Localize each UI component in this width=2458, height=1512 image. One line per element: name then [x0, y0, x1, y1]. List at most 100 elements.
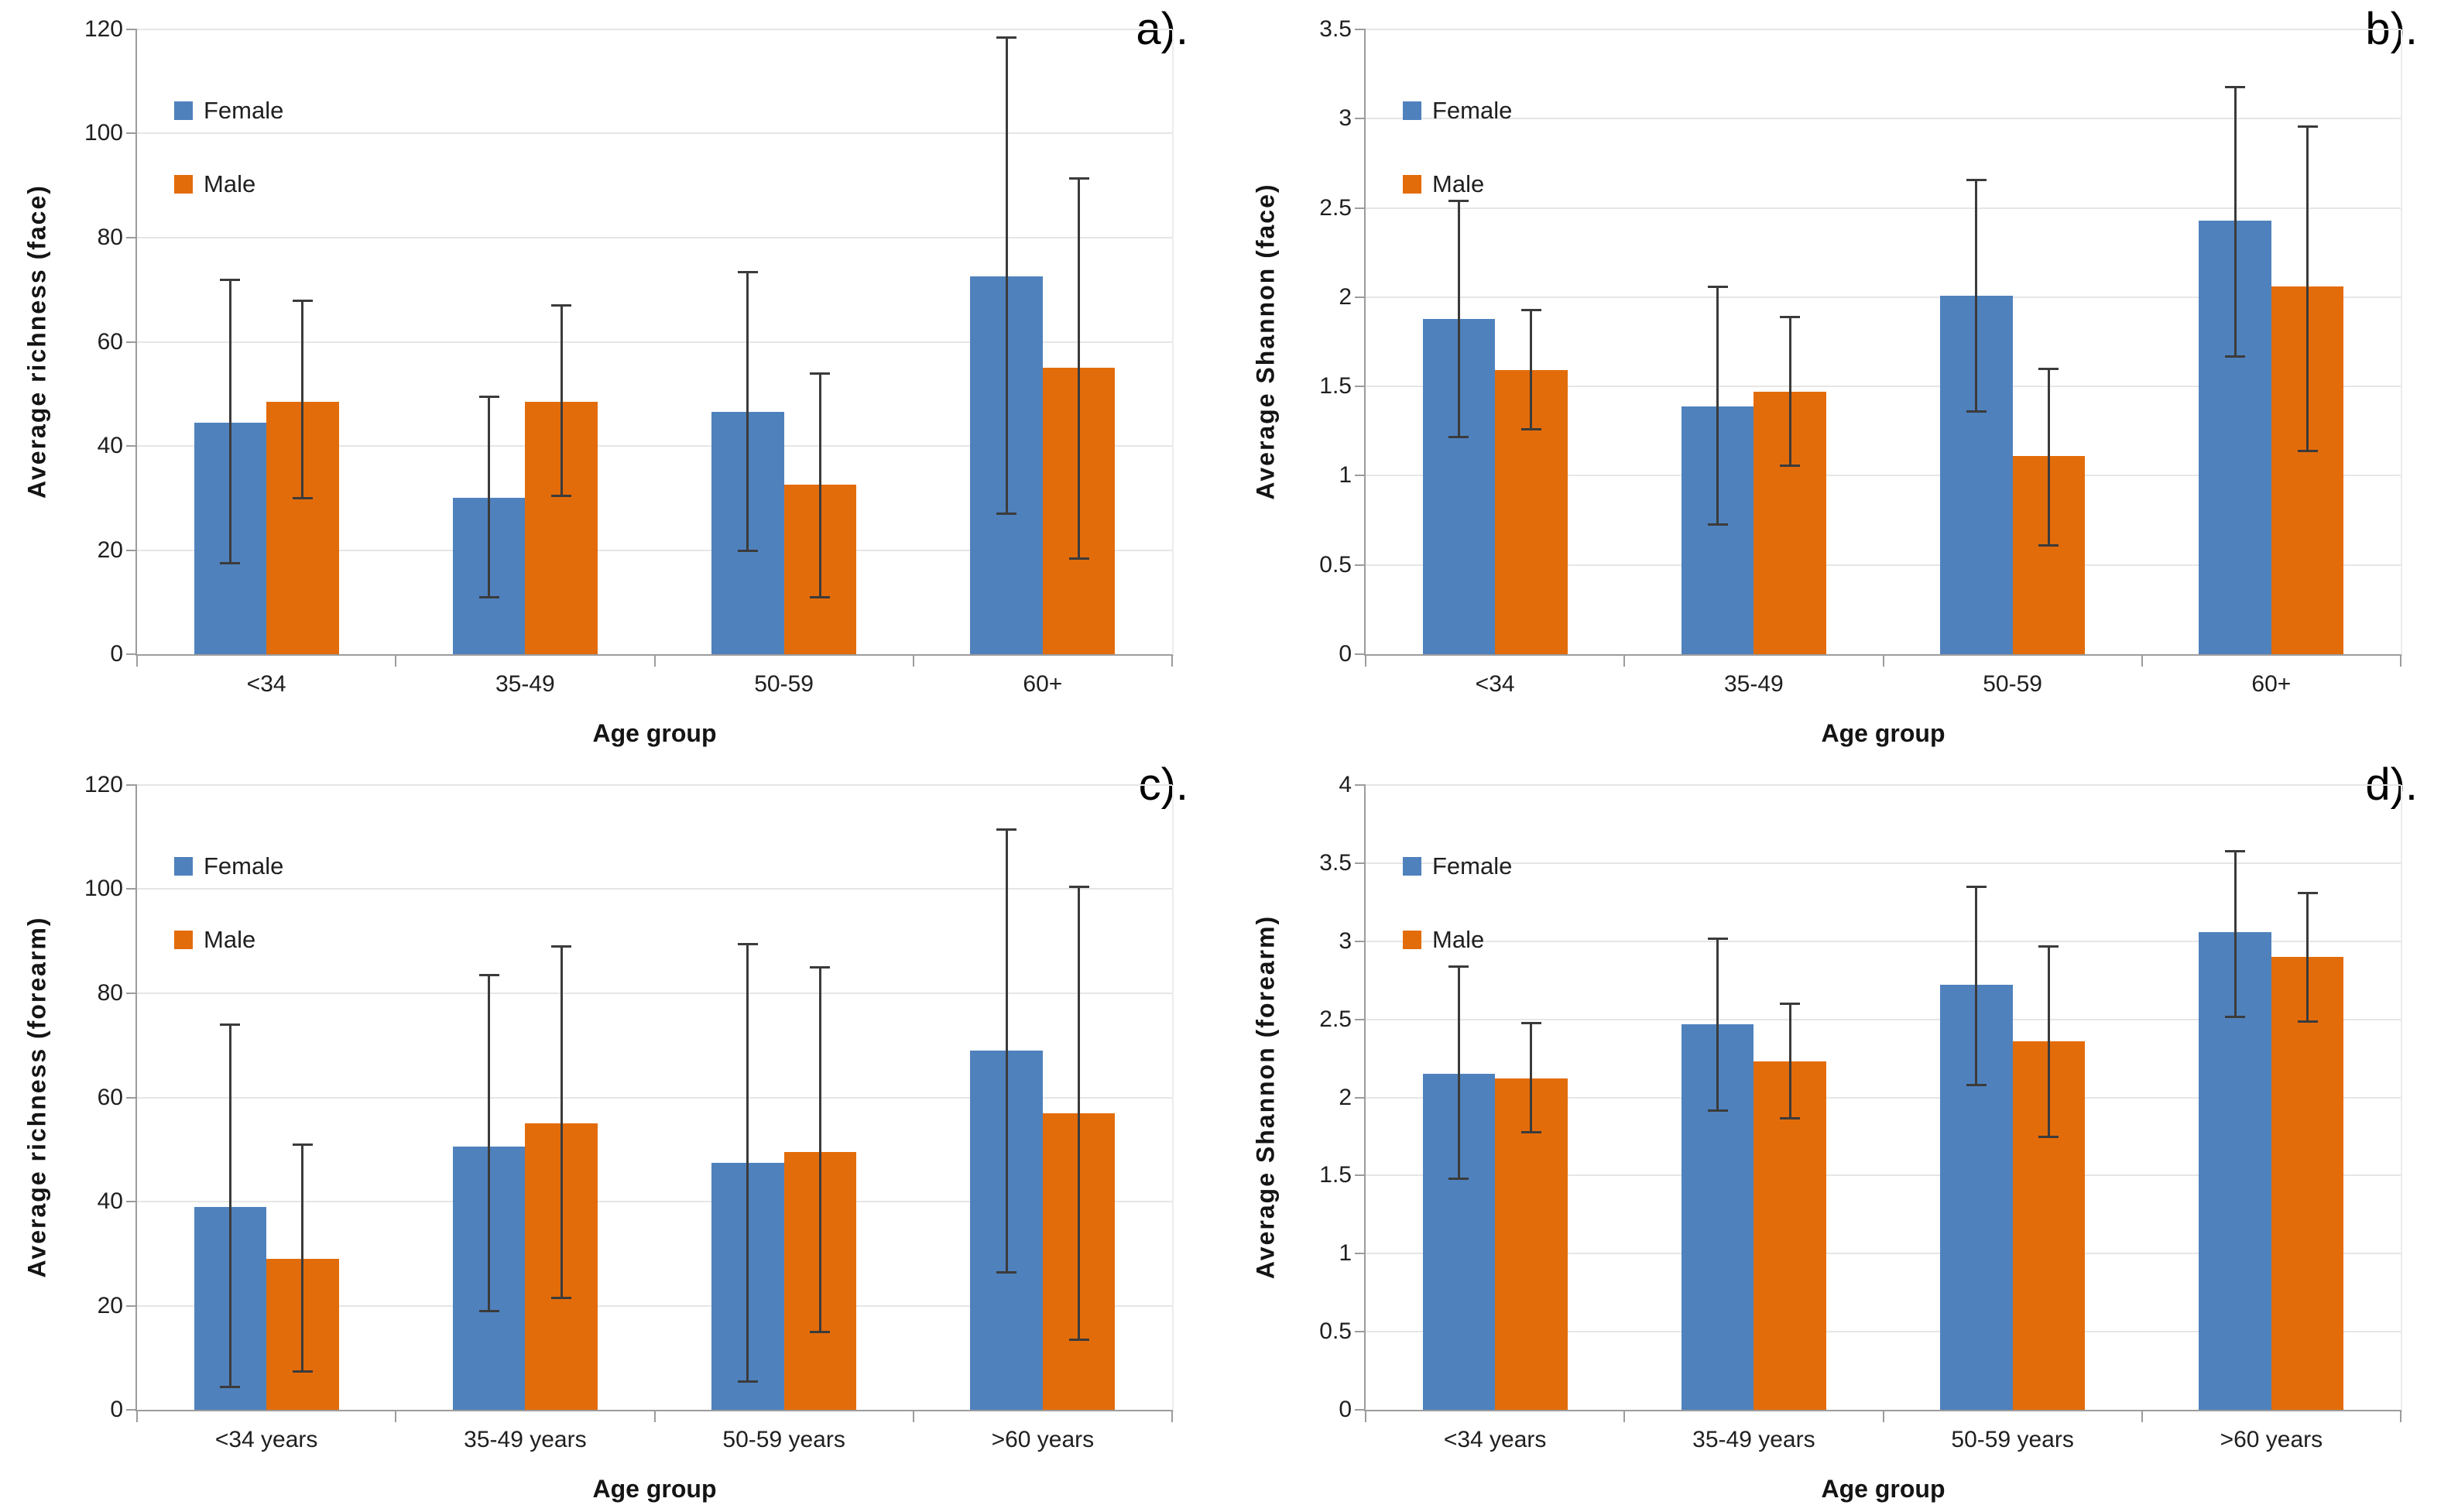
error-cap-top-male-1 — [1780, 316, 1801, 319]
gridline-2.5 — [1366, 1018, 2401, 1020]
y-tick-mark-40 — [126, 444, 137, 447]
error-cap-bottom-female-3 — [2225, 1015, 2246, 1018]
x-tick-mark-0 — [136, 656, 138, 667]
error-cap-top-female-2 — [1966, 886, 1987, 889]
error-bar-female-1 — [1716, 938, 1719, 1110]
error-cap-bottom-male-1 — [1780, 464, 1801, 467]
gridline-1 — [1366, 475, 2401, 477]
error-cap-top-female-3 — [996, 828, 1017, 831]
legend-label-male: Male — [1432, 926, 1485, 953]
error-cap-bottom-female-2 — [737, 549, 758, 552]
gridline-0.5 — [1366, 564, 2401, 566]
y-tick-label-1.5: 1.5 — [1319, 373, 1352, 399]
x-tick-mark-3 — [912, 656, 914, 667]
y-tick-label-120: 120 — [84, 16, 123, 42]
error-cap-top-female-0 — [220, 1023, 241, 1027]
error-bar-female-3 — [1005, 37, 1008, 514]
x-tick-label: <34 — [1475, 671, 1515, 697]
error-cap-bottom-male-2 — [2038, 544, 2059, 547]
error-bar-male-3 — [1078, 177, 1081, 558]
y-tick-label-0.5: 0.5 — [1319, 551, 1352, 578]
error-bar-male-2 — [2047, 945, 2050, 1137]
gridline-2 — [1366, 296, 2401, 298]
gridline-80 — [137, 992, 1172, 994]
y-tick-mark-40 — [126, 1200, 137, 1202]
y-tick-mark-3 — [1355, 118, 1366, 120]
x-tick-mark-0 — [1365, 656, 1366, 667]
y-tick-mark-0 — [1355, 1409, 1366, 1411]
error-bar-male-1 — [1788, 317, 1791, 465]
y-tick-mark-20 — [126, 549, 137, 551]
gridline-60 — [137, 1096, 1172, 1099]
x-tick-mark-1 — [1623, 656, 1626, 667]
error-cap-bottom-male-1 — [551, 494, 572, 497]
error-bar-female-2 — [746, 271, 749, 550]
error-bar-female-1 — [488, 396, 491, 598]
error-bar-male-2 — [818, 372, 821, 598]
error-bar-male-1 — [560, 305, 563, 495]
y-tick-label-0: 0 — [1339, 1397, 1352, 1422]
y-tick-mark-1 — [1355, 475, 1366, 477]
error-bar-female-1 — [488, 975, 491, 1311]
error-cap-bottom-female-0 — [1448, 435, 1469, 438]
y-tick-label-3.5: 3.5 — [1319, 849, 1352, 876]
error-cap-bottom-female-0 — [220, 562, 241, 565]
gridline-3.5 — [1366, 29, 2401, 30]
error-cap-top-male-1 — [551, 945, 572, 948]
legend-label-male: Male — [204, 926, 256, 953]
chart-panel-d: Average Shannon (forearm) d). Female Male… — [1229, 756, 2458, 1512]
error-cap-bottom-male-3 — [2297, 1020, 2318, 1023]
x-tick-mark-1 — [395, 656, 397, 667]
error-cap-top-male-2 — [2038, 945, 2059, 948]
error-cap-top-male-1 — [1780, 1003, 1801, 1006]
x-tick-mark-4 — [2400, 656, 2401, 667]
error-cap-bottom-female-1 — [1707, 523, 1728, 526]
y-tick-label-20: 20 — [97, 1292, 123, 1318]
gridline-100 — [137, 132, 1172, 135]
x-tick-mark-4 — [1171, 656, 1173, 667]
legend-item-female: Female — [174, 851, 283, 882]
error-bar-male-1 — [560, 946, 563, 1298]
gridline-40 — [137, 1200, 1172, 1202]
gridline-40 — [137, 444, 1172, 447]
error-cap-top-male-0 — [292, 1143, 313, 1147]
error-cap-top-male-2 — [2038, 368, 2059, 371]
y-tick-mark-4 — [1355, 784, 1366, 786]
y-axis-title: Average Shannon (face) — [1251, 183, 1280, 500]
y-tick-mark-0 — [126, 1409, 137, 1411]
y-tick-label-60: 60 — [97, 328, 123, 355]
error-cap-top-female-1 — [478, 396, 499, 399]
error-cap-top-female-1 — [478, 974, 499, 977]
error-bar-female-1 — [1716, 286, 1719, 524]
error-cap-top-female-0 — [1448, 965, 1469, 969]
plot-area: Female Male Age group 0 20 40 60 80 100 120 <34 3… — [84, 16, 1174, 747]
error-cap-top-male-0 — [1520, 308, 1541, 311]
error-cap-top-male-2 — [810, 966, 831, 969]
x-tick-label: 50-59 — [754, 671, 814, 697]
x-tick-label: 50-59 years — [1951, 1427, 2074, 1452]
error-bar-female-2 — [1975, 179, 1978, 412]
legend-item-male: Male — [174, 924, 283, 955]
gridline-20 — [137, 1305, 1172, 1307]
plot-area: Female Male Age group 0 0.5 1 1.5 2 2.5 3 3.5 4 <3… — [1319, 772, 2402, 1503]
error-cap-bottom-female-2 — [1966, 410, 1987, 413]
error-cap-top-female-2 — [737, 943, 758, 946]
error-cap-bottom-male-1 — [1780, 1116, 1801, 1119]
error-bar-male-0 — [1530, 1022, 1533, 1132]
error-cap-bottom-male-1 — [551, 1297, 572, 1300]
legend: Female Male — [174, 95, 283, 200]
error-bar-female-0 — [228, 279, 231, 564]
error-bar-female-3 — [2233, 86, 2237, 356]
error-bar-male-2 — [818, 967, 821, 1332]
chart-panel-c: Average richness (forearm) c). Female Mal… — [0, 756, 1229, 1512]
legend-item-male: Male — [1403, 169, 1512, 200]
error-cap-bottom-female-3 — [996, 1270, 1017, 1274]
legend-label-female: Female — [1432, 97, 1513, 124]
x-axis-title: Age group — [592, 719, 717, 747]
error-bar-female-0 — [1457, 201, 1460, 437]
x-tick-label: 50-59 — [1983, 671, 2042, 697]
gridline-1.5 — [1366, 1174, 2401, 1177]
y-tick-mark-2 — [1355, 296, 1366, 298]
x-axis-title: Age group — [592, 1475, 717, 1503]
